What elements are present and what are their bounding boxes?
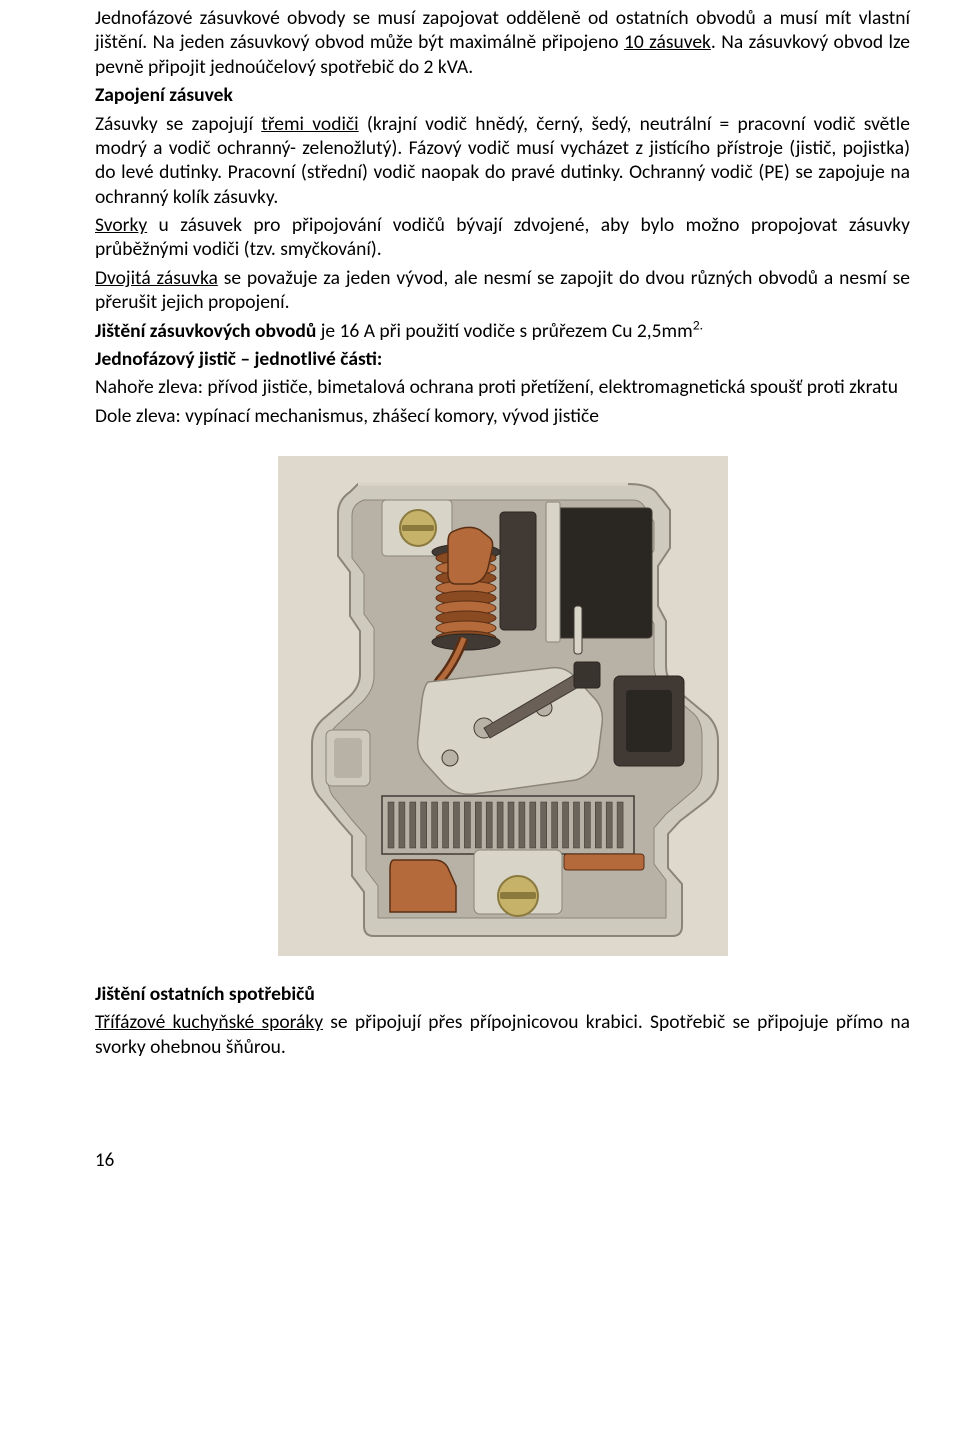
superscript: 2.: [693, 316, 703, 333]
underline-three-phase: Třífázové kuchyňské sporáky: [95, 1010, 323, 1034]
text: Zásuvky se zapojují: [95, 112, 261, 136]
paragraph-connection-body: Zásuvky se zapojují třemi vodiči (krajní…: [95, 112, 910, 210]
paragraph-terminals: Svorky u zásuvek pro připojování vodičů …: [95, 213, 910, 262]
text: se považuje za jeden vývod, ale nesmí se…: [95, 266, 910, 314]
breaker-image-wrap: [95, 456, 910, 956]
underline-three-wires: třemi vodiči: [261, 112, 358, 136]
breaker-cutaway-image: [278, 456, 728, 956]
page-number: 16: [95, 1149, 910, 1173]
underline-double-socket: Dvojitá zásuvka: [95, 266, 218, 290]
heading-breaker-parts: Jednofázový jistič – jednotlivé části:: [95, 347, 910, 371]
underline-svorky: Svorky: [95, 213, 147, 237]
underline-10-sockets: 10 zásuvek: [624, 30, 711, 54]
paragraph-breaker-top: Nahoře zleva: přívod jističe, bimetalová…: [95, 375, 910, 399]
document-page: Jednofázové zásuvkové obvody se musí zap…: [0, 0, 960, 1213]
bold-title: Zapojení zásuvek: [95, 83, 233, 107]
text: u zásuvek pro připojování vodičů bývají …: [95, 213, 910, 261]
paragraph-double-socket: Dvojitá zásuvka se považuje za jeden výv…: [95, 266, 910, 315]
paragraph-socket-circuits: Jednofázové zásuvkové obvody se musí zap…: [95, 6, 910, 79]
bold-other-title: Jištění ostatních spotřebičů: [95, 982, 315, 1006]
paragraph-protection: Jištění zásuvkových obvodů je 16 A při p…: [95, 319, 910, 343]
text: Nahoře zleva: přívod jističe, bimetalová…: [95, 375, 898, 399]
text: je 16 A při použití vodiče s průřezem Cu…: [316, 319, 692, 343]
heading-connection: Zapojení zásuvek: [95, 83, 910, 107]
heading-other-appliances: Jištění ostatních spotřebičů: [95, 982, 910, 1006]
bold-protection: Jištění zásuvkových obvodů: [95, 319, 316, 343]
paragraph-three-phase: Třífázové kuchyňské sporáky se připojují…: [95, 1010, 910, 1059]
text: Dole zleva: vypínací mechanismus, zhášec…: [95, 404, 599, 428]
bold-breaker-title: Jednofázový jistič – jednotlivé části:: [95, 347, 382, 371]
paragraph-breaker-bottom: Dole zleva: vypínací mechanismus, zhášec…: [95, 404, 910, 428]
